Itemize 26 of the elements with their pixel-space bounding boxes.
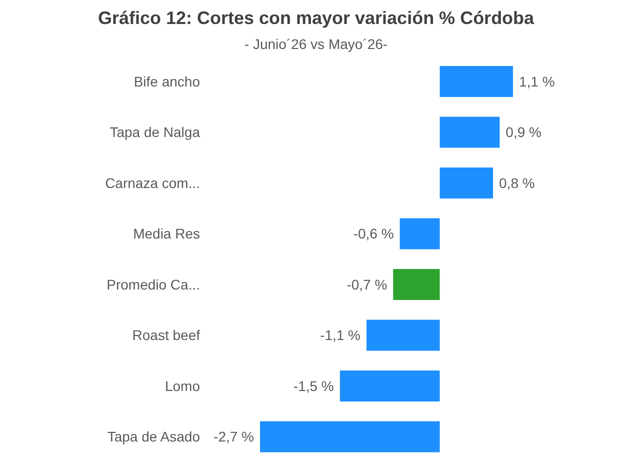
y-tick-label: Roast beef (132, 327, 200, 344)
y-tick-label: Tapa de Asado (107, 428, 200, 445)
data-label: -1,5 % (293, 378, 334, 394)
data-label: 1,1 % (519, 73, 555, 90)
data-label: 0,9 % (506, 124, 542, 140)
y-tick-label: Tapa de Nalga (110, 124, 200, 140)
bar (260, 421, 440, 452)
data-label: 0,8 % (499, 174, 535, 191)
data-label: -2,7 % (214, 428, 254, 445)
bar (366, 320, 440, 351)
y-tick-label: Carnaza com... (105, 174, 200, 191)
y-tick-label: Media Res (133, 226, 200, 242)
y-tick-label: Bife ancho (134, 73, 200, 90)
bar (400, 218, 440, 250)
data-label: -0,6 % (353, 226, 394, 242)
bar (440, 116, 500, 148)
bar (440, 168, 494, 198)
bar (440, 66, 513, 97)
y-tick-label: Promedio Ca... (106, 276, 200, 292)
data-label: -0,7 % (346, 276, 388, 292)
chart-subtitle: - Junio´26 vs Mayo´26- (243, 36, 389, 52)
data-label: -1,1 % (320, 327, 361, 344)
chart-title: Gráfico 12: Cortes con mayor variación % Córdoba (96, 8, 536, 29)
y-tick-label: Lomo (164, 378, 200, 394)
bar (340, 370, 440, 402)
bar (393, 269, 440, 300)
